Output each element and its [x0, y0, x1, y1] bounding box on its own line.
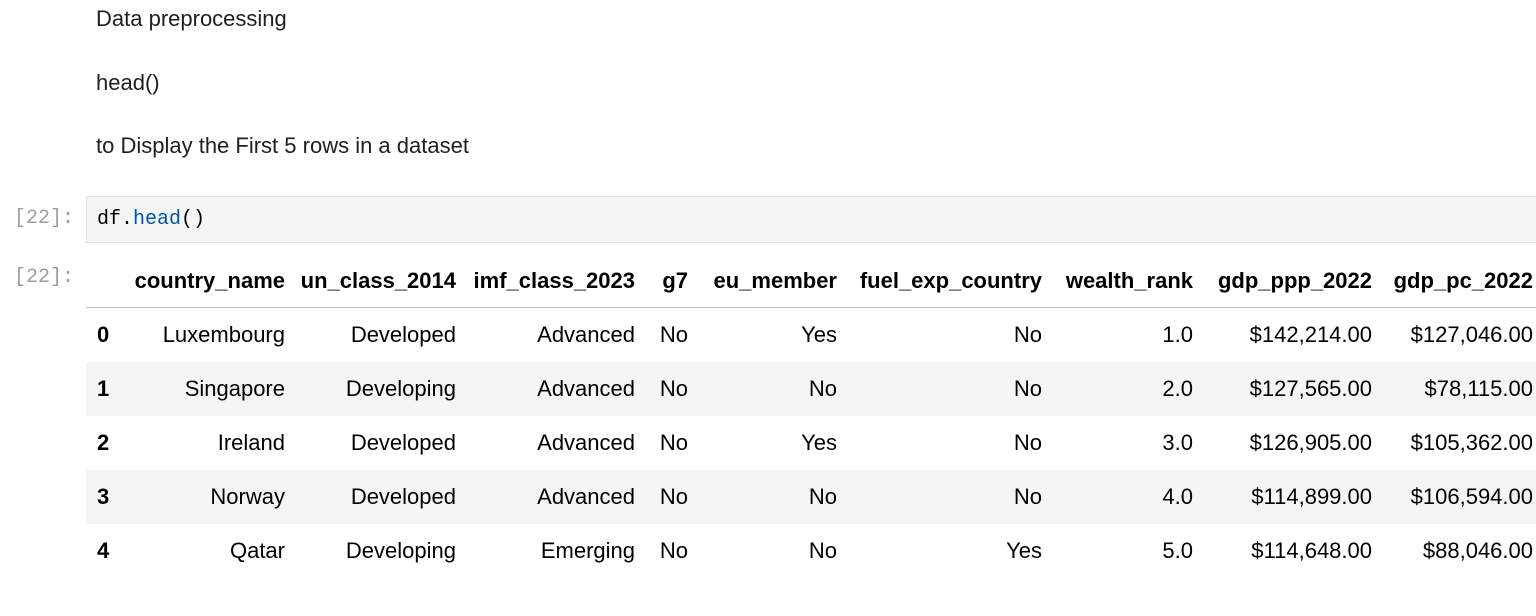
table-cell: No [659, 484, 688, 509]
table-cell: $88,046.00 [1422, 538, 1533, 563]
output-prompt: [22]: [14, 266, 75, 289]
table-cell: $78,115.00 [1424, 376, 1533, 401]
table-cell: $142,214.00 [1249, 322, 1372, 347]
table-cell: Qatar [229, 538, 285, 563]
table-cell: 3.0 [1162, 430, 1193, 455]
column-header: fuel_exp_country [848, 255, 1053, 308]
column-header: imf_class_2023 [467, 255, 646, 308]
table-cell: Emerging [540, 538, 635, 563]
table-cell: Advanced [537, 322, 635, 347]
table-cell: $127,565.00 [1249, 376, 1372, 401]
markdown-heading: Data preprocessing [96, 6, 287, 31]
row-index: 1 [97, 376, 110, 401]
row-index: 4 [97, 538, 110, 563]
code-cell[interactable]: df.head() [86, 196, 1536, 243]
table-cell: 1.0 [1162, 322, 1193, 347]
header-row: country_name un_class_2014 imf_class_2023 g… [86, 255, 1536, 308]
code-token: () [181, 208, 206, 231]
table-cell: Luxembourg [162, 322, 285, 347]
table-cell: $106,594.00 [1410, 484, 1533, 509]
table-cell: Advanced [537, 376, 635, 401]
table-cell: No [808, 376, 837, 401]
input-prompt: [22]: [14, 207, 75, 230]
table-cell: Ireland [217, 430, 285, 455]
column-header: gdp_ppp_2022 [1204, 255, 1383, 308]
table-cell: No [808, 538, 837, 563]
table-cell: Developing [345, 376, 456, 401]
table-cell: 4.0 [1162, 484, 1193, 509]
dataframe: country_name un_class_2014 imf_class_2023 g… [86, 255, 1536, 578]
column-header [86, 255, 121, 308]
table-cell: No [1013, 322, 1042, 347]
table-cell: Developed [350, 484, 456, 509]
table-cell: Singapore [184, 376, 285, 401]
table-cell: No [808, 484, 837, 509]
table-cell: Yes [801, 322, 837, 347]
table-cell: No [659, 430, 688, 455]
table-cell: Developed [350, 322, 456, 347]
column-header: gdp_pc_2022 [1383, 255, 1536, 308]
column-header: country_name [121, 255, 296, 308]
table-cell: $127,046.00 [1410, 322, 1533, 347]
table-row: 3 Norway Developed Advanced No No No 4.0 $114,89… [86, 470, 1536, 524]
table-cell: Advanced [537, 430, 635, 455]
table-cell: 2.0 [1162, 376, 1193, 401]
table-cell: Yes [1006, 538, 1042, 563]
table-cell: $126,905.00 [1249, 430, 1372, 455]
table-cell: No [659, 322, 688, 347]
table-row: 4 Qatar Developing Emerging No No Yes 5.0 $114,6… [86, 524, 1536, 578]
column-header: un_class_2014 [296, 255, 467, 308]
table-cell: Yes [801, 430, 837, 455]
table-cell: $114,648.00 [1251, 538, 1372, 563]
row-index: 2 [97, 430, 110, 455]
output-area: country_name un_class_2014 imf_class_2023 g… [86, 255, 1536, 578]
table-cell: $105,362.00 [1410, 430, 1533, 455]
table-row: 2 Ireland Developed Advanced No Yes No 3.0 $126,… [86, 416, 1536, 470]
table-cell: Advanced [537, 484, 635, 509]
table-cell: No [1013, 430, 1042, 455]
table-cell: Developing [345, 538, 456, 563]
table-row: 1 Singapore Developing Advanced No No No 2.0 $12… [86, 362, 1536, 416]
table-cell: 5.0 [1162, 538, 1193, 563]
table-cell: No [1013, 376, 1042, 401]
markdown-function: head() [96, 70, 160, 95]
code-token: head [133, 208, 182, 231]
table-cell: No [1013, 484, 1042, 509]
column-header: eu_member [699, 255, 848, 308]
table-cell: Developed [350, 430, 456, 455]
column-header: wealth_rank [1053, 255, 1204, 308]
markdown-description: to Display the First 5 rows in a dataset [96, 133, 469, 158]
row-index: 0 [97, 322, 110, 347]
row-index: 3 [97, 484, 110, 509]
table-cell: Norway [210, 484, 285, 509]
code-token: df. [97, 208, 134, 231]
table-row: 0 Luxembourg Developed Advanced No Yes No 1.0 $1… [86, 308, 1536, 363]
table-cell: No [659, 538, 688, 563]
table-cell: No [659, 376, 688, 401]
column-header: g7 [646, 255, 699, 308]
table-cell: $114,899.00 [1251, 484, 1372, 509]
